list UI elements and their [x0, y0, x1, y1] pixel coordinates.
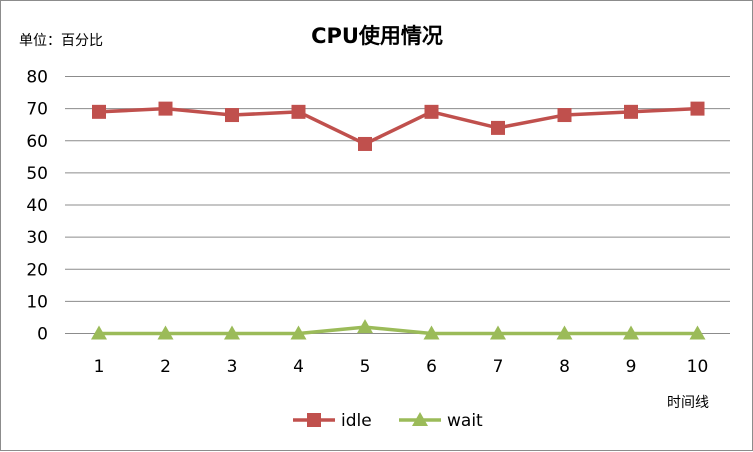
x-tick-label-10: 10 — [687, 357, 709, 377]
y-tick-label-20: 20 — [26, 260, 48, 280]
x-tick-label-7: 7 — [493, 357, 504, 377]
data-point-idle-3 — [225, 108, 239, 123]
legend: idle wait — [293, 411, 483, 431]
x-tick-label-8: 8 — [559, 357, 570, 377]
chart-title: CPU使用情况 — [311, 24, 443, 48]
legend-label-wait: wait — [447, 411, 483, 431]
legend-marker-idle — [307, 413, 321, 427]
x-tick-label-4: 4 — [293, 357, 304, 377]
series-line-wait — [99, 325, 698, 336]
data-point-idle-10 — [690, 101, 705, 116]
x-tick-label-3: 3 — [227, 357, 238, 377]
x-tick-label-9: 9 — [626, 357, 637, 377]
legend-item-idle: idle — [293, 411, 372, 431]
data-point-wait-4 — [290, 325, 307, 340]
y-tick-label-60: 60 — [26, 132, 48, 152]
data-point-idle-9 — [624, 104, 638, 119]
data-point-wait-1 — [91, 325, 107, 340]
gridlines — [65, 76, 730, 334]
legend-item-wait: wait — [399, 411, 483, 431]
y-axis-ticks: 0 10 20 30 40 50 60 70 80 — [26, 68, 48, 345]
data-point-wait-8 — [556, 325, 573, 340]
data-point-wait-7 — [490, 325, 506, 340]
series-group — [91, 101, 706, 340]
y-tick-label-10: 10 — [26, 292, 48, 312]
legend-marker-wait — [412, 412, 428, 426]
data-point-wait-3 — [224, 325, 240, 340]
y-unit-label: 单位：百分比 — [19, 33, 103, 49]
data-point-idle-5 — [358, 136, 372, 151]
data-point-wait-9 — [623, 325, 639, 340]
x-tick-label-2: 2 — [160, 357, 171, 377]
data-point-wait-10 — [689, 325, 706, 340]
data-point-idle-4 — [291, 104, 306, 119]
y-tick-label-80: 80 — [26, 68, 48, 88]
x-tick-label-5: 5 — [360, 357, 371, 377]
y-tick-label-30: 30 — [26, 228, 48, 248]
legend-label-idle: idle — [341, 411, 372, 431]
data-point-wait-6 — [423, 325, 440, 340]
y-tick-label-40: 40 — [26, 196, 48, 216]
data-point-idle-1 — [92, 104, 106, 119]
series-line-idle — [98, 106, 698, 146]
y-tick-label-50: 50 — [26, 164, 48, 184]
x-tick-label-6: 6 — [426, 357, 437, 377]
data-point-idle-7 — [491, 120, 505, 135]
data-point-idle-8 — [557, 108, 572, 123]
series-idle — [92, 101, 705, 151]
data-point-wait-5 — [357, 319, 373, 334]
x-axis-ticks: 1 2 3 4 5 6 7 8 9 10 — [94, 357, 709, 377]
data-point-wait-2 — [157, 325, 174, 340]
series-wait — [91, 319, 706, 340]
y-tick-label-70: 70 — [26, 100, 48, 120]
x-axis-label: 时间线 — [667, 395, 709, 411]
y-tick-label-0: 0 — [37, 325, 48, 345]
data-point-idle-6 — [424, 104, 439, 119]
data-point-idle-2 — [158, 101, 173, 116]
x-tick-label-1: 1 — [94, 357, 105, 377]
